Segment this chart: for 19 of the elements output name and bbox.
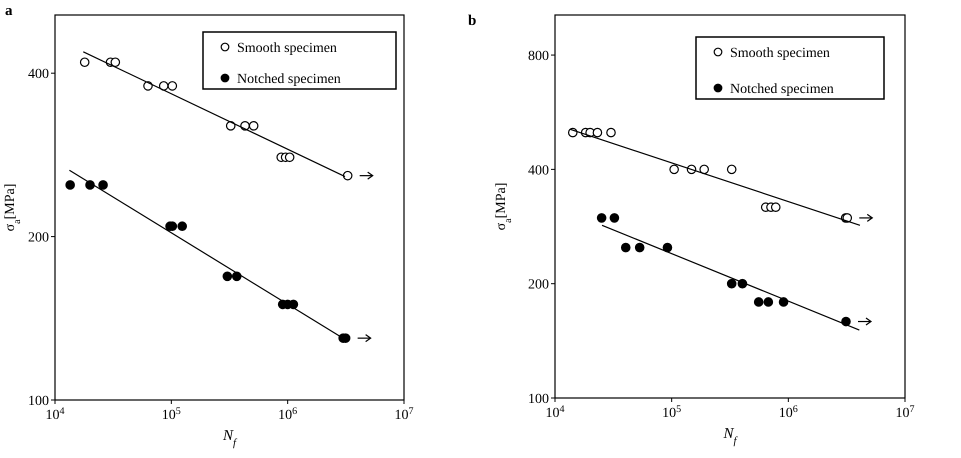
x-axis-title: N$_{f}$ — [222, 428, 238, 449]
x-axis-title: N$_{f}$ — [722, 426, 739, 447]
legend-label: Notched specimen — [237, 72, 341, 87]
y-tick-label: 200 — [528, 278, 549, 293]
x-tick-label: 10$^{6}$ — [778, 404, 798, 421]
x-tick-label: 10$^{7}$ — [895, 404, 915, 421]
y-tick-label: 400 — [28, 67, 49, 82]
x-tick-label: 10$^{7}$ — [394, 406, 414, 423]
x-tick-label: 10$^{5}$ — [162, 406, 181, 423]
chart-title: b — [468, 13, 476, 29]
legend-label: Smooth specimen — [237, 41, 337, 56]
y-tick-label: 200 — [28, 230, 49, 246]
chart-title: a — [5, 3, 13, 19]
x-tick-label: 10$^{6}$ — [278, 406, 298, 423]
legend-label: Smooth specimen — [730, 46, 830, 61]
x-tick-label: 10$^{5}$ — [662, 404, 682, 421]
y-tick-label: 800 — [528, 49, 549, 64]
y-tick-label: 400 — [528, 163, 549, 178]
legend-label: Notched specimen — [730, 82, 834, 97]
